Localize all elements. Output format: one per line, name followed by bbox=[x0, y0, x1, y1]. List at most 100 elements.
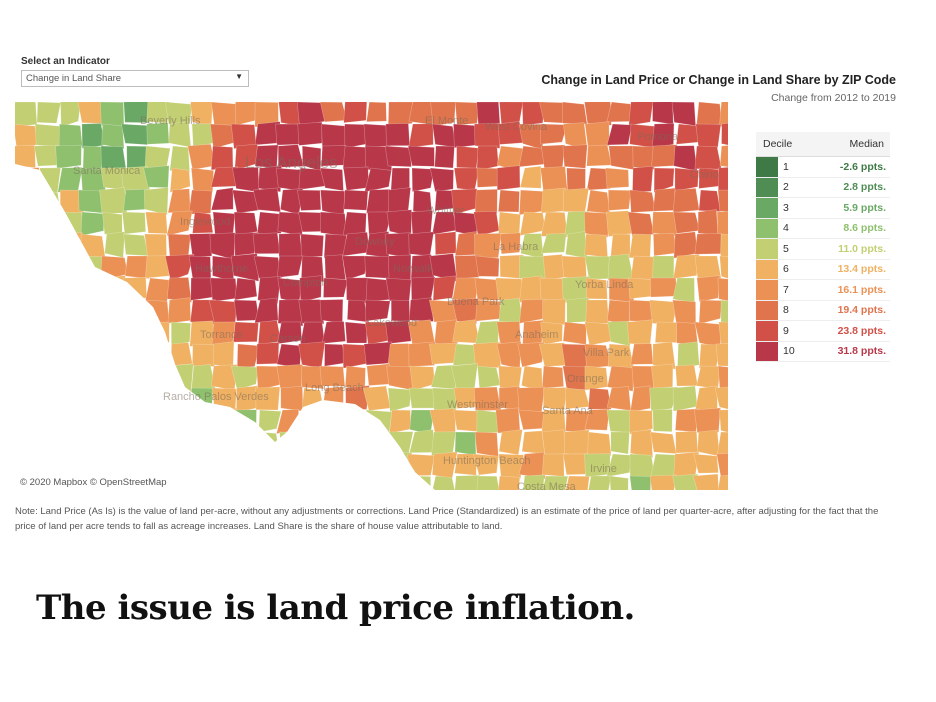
zip-region[interactable] bbox=[232, 189, 261, 214]
zip-region[interactable] bbox=[366, 188, 393, 214]
zip-region[interactable] bbox=[60, 102, 82, 128]
zip-region[interactable] bbox=[210, 277, 238, 303]
zip-region[interactable] bbox=[563, 122, 588, 151]
zip-region[interactable] bbox=[607, 320, 631, 347]
zip-region[interactable] bbox=[454, 254, 481, 280]
zip-region[interactable] bbox=[721, 121, 729, 149]
zip-region[interactable] bbox=[363, 123, 391, 148]
zip-region[interactable] bbox=[257, 276, 281, 305]
zip-region[interactable] bbox=[363, 341, 393, 366]
zip-region[interactable] bbox=[124, 255, 150, 280]
zip-region[interactable] bbox=[717, 165, 728, 192]
zip-region[interactable] bbox=[319, 167, 344, 192]
zip-region[interactable] bbox=[629, 189, 656, 213]
zip-region[interactable] bbox=[629, 429, 654, 459]
zip-region[interactable] bbox=[561, 255, 587, 281]
zip-region[interactable] bbox=[384, 145, 412, 168]
zip-region[interactable] bbox=[652, 187, 676, 212]
zip-region[interactable] bbox=[521, 102, 546, 126]
zip-region[interactable] bbox=[408, 231, 435, 257]
zip-region[interactable] bbox=[626, 319, 654, 346]
zip-region[interactable] bbox=[563, 475, 590, 490]
zip-region[interactable] bbox=[542, 254, 565, 281]
zip-region[interactable] bbox=[608, 145, 635, 171]
zip-region[interactable] bbox=[408, 297, 434, 322]
zip-region[interactable] bbox=[652, 233, 678, 257]
zip-region[interactable] bbox=[650, 363, 674, 390]
zip-region[interactable] bbox=[562, 187, 590, 213]
zip-region[interactable] bbox=[342, 211, 367, 236]
zip-region[interactable] bbox=[673, 231, 699, 259]
zip-region[interactable] bbox=[586, 189, 611, 214]
zip-region[interactable] bbox=[586, 144, 613, 167]
zip-region[interactable] bbox=[143, 187, 169, 216]
zip-region[interactable] bbox=[719, 255, 728, 283]
zip-region[interactable] bbox=[55, 144, 82, 169]
zip-region[interactable] bbox=[432, 275, 457, 301]
zip-region[interactable] bbox=[453, 167, 480, 191]
zip-region[interactable] bbox=[190, 167, 214, 194]
zip-region[interactable] bbox=[498, 211, 521, 235]
map-canvas[interactable]: Beverly Hills Los Angeles Santa Monica I… bbox=[15, 102, 728, 490]
zip-region[interactable] bbox=[301, 365, 324, 390]
zip-region[interactable] bbox=[164, 253, 195, 281]
zip-region[interactable] bbox=[145, 255, 170, 279]
zip-region[interactable] bbox=[517, 386, 546, 413]
zip-region[interactable] bbox=[698, 299, 723, 325]
zip-region[interactable] bbox=[497, 475, 521, 490]
zip-region[interactable] bbox=[343, 102, 368, 124]
zip-region[interactable] bbox=[629, 475, 652, 490]
zip-region[interactable] bbox=[387, 102, 413, 127]
zip-region[interactable] bbox=[652, 408, 673, 433]
zip-region[interactable] bbox=[324, 343, 346, 367]
zip-region[interactable] bbox=[342, 145, 369, 170]
zip-region[interactable] bbox=[252, 187, 281, 213]
zip-region[interactable] bbox=[651, 123, 675, 149]
zip-region[interactable] bbox=[562, 321, 587, 345]
zip-region[interactable] bbox=[628, 409, 654, 435]
zip-region[interactable] bbox=[388, 187, 412, 215]
zip-region[interactable] bbox=[717, 365, 728, 390]
zip-region[interactable] bbox=[649, 431, 677, 455]
zip-region[interactable] bbox=[321, 321, 346, 344]
zip-region[interactable] bbox=[607, 189, 632, 211]
zip-region[interactable] bbox=[387, 387, 412, 413]
zip-region[interactable] bbox=[653, 167, 675, 194]
zip-region[interactable] bbox=[189, 233, 213, 258]
zip-region[interactable] bbox=[652, 102, 674, 125]
zip-region[interactable] bbox=[121, 211, 147, 235]
indicator-dropdown[interactable]: Change in Land Share ▼ bbox=[21, 70, 249, 87]
zip-region[interactable] bbox=[454, 231, 477, 257]
zip-region[interactable] bbox=[587, 387, 612, 410]
zip-region[interactable] bbox=[696, 102, 723, 128]
zip-region[interactable] bbox=[541, 453, 565, 477]
zip-region[interactable] bbox=[232, 321, 259, 343]
zip-region[interactable] bbox=[364, 255, 392, 279]
zip-region[interactable] bbox=[280, 385, 304, 412]
zip-region[interactable] bbox=[495, 407, 521, 434]
zip-region[interactable] bbox=[346, 299, 369, 323]
zip-region[interactable] bbox=[475, 475, 501, 490]
zip-region[interactable] bbox=[15, 123, 39, 148]
zip-region[interactable] bbox=[143, 165, 170, 189]
zip-region[interactable] bbox=[649, 277, 678, 298]
zip-region[interactable] bbox=[233, 299, 260, 322]
zip-region[interactable] bbox=[540, 321, 563, 346]
zip-region[interactable] bbox=[715, 342, 728, 368]
zip-region[interactable] bbox=[300, 233, 324, 258]
zip-region[interactable] bbox=[253, 255, 283, 279]
zip-region[interactable] bbox=[720, 233, 728, 260]
zip-region[interactable] bbox=[319, 299, 344, 325]
zip-region[interactable] bbox=[540, 211, 568, 238]
zip-region[interactable] bbox=[718, 321, 728, 347]
zip-region[interactable] bbox=[321, 123, 347, 149]
zip-region[interactable] bbox=[387, 343, 412, 369]
zip-region[interactable] bbox=[540, 233, 567, 254]
zip-region[interactable] bbox=[298, 299, 325, 325]
zip-region[interactable] bbox=[627, 211, 655, 238]
zip-region[interactable] bbox=[297, 121, 323, 146]
zip-region[interactable] bbox=[474, 431, 499, 458]
zip-region[interactable] bbox=[165, 102, 193, 125]
zip-region[interactable] bbox=[583, 211, 612, 238]
zip-region[interactable] bbox=[434, 145, 455, 169]
